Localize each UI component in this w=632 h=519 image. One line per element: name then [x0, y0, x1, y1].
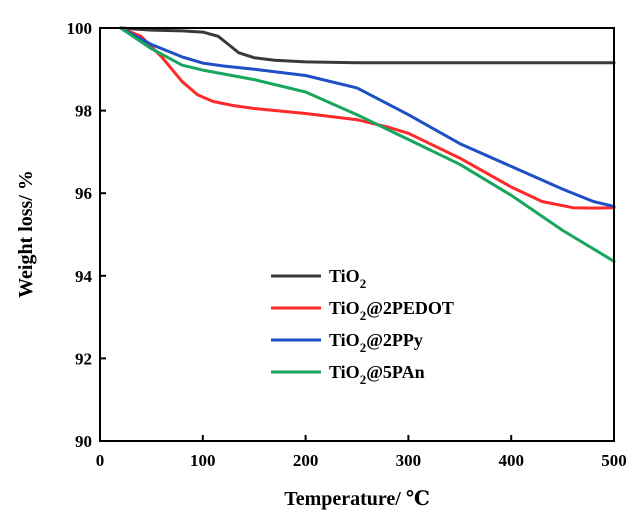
x-tick-label: 500: [601, 451, 627, 470]
y-tick-label: 96: [75, 184, 92, 203]
legend-label: TiO2: [329, 266, 366, 291]
x-tick-label: 200: [293, 451, 319, 470]
x-axis-title: Temperature/ ℃: [284, 488, 430, 510]
y-tick-label: 98: [75, 102, 92, 121]
series-line-3: [119, 26, 616, 263]
x-tick-label: 400: [498, 451, 524, 470]
series-line-1: [119, 26, 616, 210]
legend-label: TiO2@2PPy: [329, 330, 423, 355]
legend-label: TiO2@2PEDOT: [329, 298, 454, 323]
plot-frame: [99, 27, 615, 442]
axis-ticks: 0 100 200 300 400 500 90 92 94 96 98 100: [67, 19, 627, 470]
x-tick-label: 0: [96, 451, 105, 470]
y-axis-title: Weight loss/ %: [15, 170, 37, 298]
y-tick-label: 90: [75, 432, 92, 451]
plot-lines: [119, 26, 616, 263]
legend-label: TiO2@5PAn: [329, 362, 425, 387]
x-tick-label: 100: [190, 451, 216, 470]
series-line-2: [119, 26, 616, 208]
y-tick-label: 94: [75, 267, 93, 286]
series-line-0: [119, 26, 616, 65]
y-tick-label: 100: [67, 19, 93, 38]
y-tick-label: 92: [75, 349, 92, 368]
x-tick-label: 300: [396, 451, 422, 470]
legend: TiO2 TiO2@2PEDOT TiO2@2PPy TiO2@5PAn: [271, 266, 454, 387]
